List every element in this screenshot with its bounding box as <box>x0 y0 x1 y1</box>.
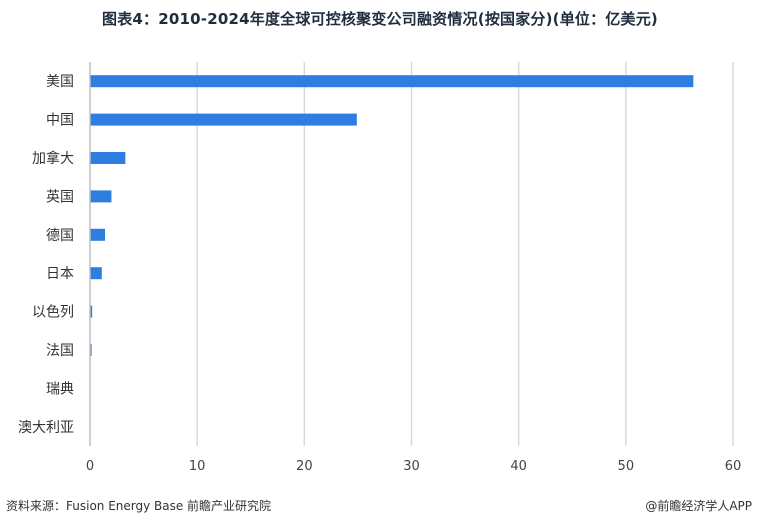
category-label: 法国 <box>46 343 74 359</box>
bar <box>90 113 357 126</box>
category-label: 以色列 <box>32 304 74 321</box>
x-tick-label: 60 <box>725 459 742 474</box>
bar <box>90 267 102 280</box>
bar <box>90 190 112 203</box>
category-label: 德国 <box>46 228 74 244</box>
category-label: 美国 <box>46 74 74 90</box>
category-label: 日本 <box>46 266 74 282</box>
bar <box>90 305 93 318</box>
category-label: 英国 <box>46 188 74 205</box>
bars <box>90 75 694 356</box>
bar <box>90 152 126 164</box>
bar <box>90 228 106 241</box>
category-label: 加拿大 <box>32 150 74 167</box>
source-note: 资料来源：Fusion Energy Base 前瞻产业研究院 <box>6 499 272 513</box>
x-tick-label: 30 <box>403 459 420 474</box>
gridlines <box>196 62 734 446</box>
x-tick-label: 20 <box>296 459 313 474</box>
x-tick-label: 50 <box>618 459 635 474</box>
x-tick-label: 40 <box>510 459 527 474</box>
x-tick-label: 10 <box>189 459 206 474</box>
bar <box>90 344 92 356</box>
bar <box>90 75 694 88</box>
x-tick-label: 0 <box>86 459 94 474</box>
brand-note: @前瞻经济学人APP <box>645 499 752 513</box>
chart-title: 图表4：2010-2024年度全球可控核聚变公司融资情况(按国家分)(单位：亿美… <box>102 10 658 28</box>
x-axis-ticks: 0 10 20 30 40 50 60 <box>86 459 741 474</box>
category-label: 瑞典 <box>46 381 74 397</box>
category-label: 中国 <box>46 113 74 129</box>
category-label: 澳大利亚 <box>18 420 74 436</box>
